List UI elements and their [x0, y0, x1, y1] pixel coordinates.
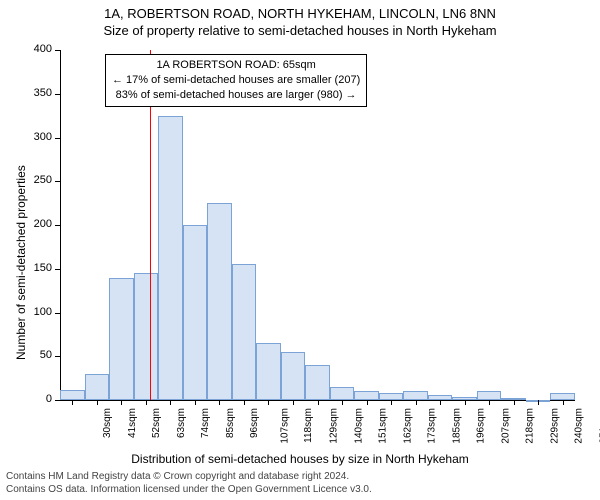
- y-tick-label: 350: [22, 87, 52, 99]
- y-tick-mark: [55, 400, 60, 401]
- x-tick-label: 173sqm: [427, 408, 438, 444]
- x-tick-mark: [465, 400, 466, 405]
- property-info-box: 1A ROBERTSON ROAD: 65sqm← 17% of semi-de…: [105, 54, 367, 107]
- histogram-bar: [379, 393, 404, 400]
- histogram-bar: [60, 390, 85, 401]
- y-axis: [60, 50, 61, 400]
- x-tick-label: 74sqm: [200, 408, 211, 438]
- y-tick-mark: [55, 138, 60, 139]
- y-tick-label: 200: [22, 218, 52, 230]
- y-tick-mark: [55, 356, 60, 357]
- x-tick-label: 185sqm: [451, 408, 462, 444]
- x-tick-mark: [563, 400, 564, 405]
- y-tick-mark: [55, 225, 60, 226]
- y-tick-label: 400: [22, 43, 52, 55]
- y-tick-mark: [55, 181, 60, 182]
- x-tick-mark: [367, 400, 368, 405]
- x-tick-mark: [72, 400, 73, 405]
- x-tick-mark: [268, 400, 269, 405]
- histogram-bar: [330, 387, 355, 400]
- x-tick-label: 218sqm: [525, 408, 536, 444]
- footer-line1: Contains HM Land Registry data © Crown c…: [6, 471, 372, 484]
- x-tick-mark: [391, 400, 392, 405]
- x-tick-label: 140sqm: [353, 408, 364, 444]
- x-tick-label: 229sqm: [549, 408, 560, 444]
- histogram-bar: [256, 343, 281, 400]
- x-tick-label: 41sqm: [127, 408, 138, 438]
- info-line3: 83% of semi-detached houses are larger (…: [112, 88, 360, 103]
- chart-title-line2: Size of property relative to semi-detach…: [0, 21, 600, 38]
- histogram-bar: [183, 225, 208, 400]
- x-tick-mark: [244, 400, 245, 405]
- x-tick-label: 96sqm: [249, 408, 260, 438]
- y-tick-mark: [55, 94, 60, 95]
- x-tick-mark: [293, 400, 294, 405]
- x-tick-label: 240sqm: [574, 408, 585, 444]
- info-line1: 1A ROBERTSON ROAD: 65sqm: [112, 58, 360, 73]
- x-tick-label: 118sqm: [303, 408, 314, 443]
- x-tick-label: 151sqm: [378, 408, 389, 444]
- x-tick-label: 196sqm: [476, 408, 487, 444]
- histogram-bar: [109, 278, 134, 401]
- x-tick-mark: [146, 400, 147, 405]
- x-tick-label: 207sqm: [500, 408, 511, 444]
- info-line2: ← 17% of semi-detached houses are smalle…: [112, 73, 360, 88]
- x-tick-mark: [195, 400, 196, 405]
- x-tick-label: 85sqm: [225, 408, 236, 438]
- y-tick-label: 250: [22, 174, 52, 186]
- histogram-bar: [477, 391, 502, 400]
- chart-container: 1A, ROBERTSON ROAD, NORTH HYKEHAM, LINCO…: [0, 0, 600, 500]
- x-axis-label: Distribution of semi-detached houses by …: [0, 452, 600, 466]
- footer-line2: Contains OS data. Information licensed u…: [6, 484, 372, 497]
- x-tick-mark: [318, 400, 319, 405]
- y-tick-label: 300: [22, 131, 52, 143]
- histogram-bar: [281, 352, 306, 400]
- x-tick-mark: [538, 400, 539, 405]
- histogram-bar: [207, 203, 232, 400]
- histogram-bar: [305, 365, 330, 400]
- histogram-bar: [403, 391, 428, 400]
- y-tick-mark: [55, 269, 60, 270]
- plot-area: 05010015020025030035040030sqm41sqm52sqm6…: [60, 50, 575, 400]
- x-tick-mark: [489, 400, 490, 405]
- y-tick-mark: [55, 50, 60, 51]
- x-tick-label: 63sqm: [176, 408, 187, 438]
- x-tick-mark: [416, 400, 417, 405]
- histogram-bar: [85, 374, 110, 400]
- y-tick-label: 100: [22, 306, 52, 318]
- histogram-bar: [158, 116, 183, 400]
- y-tick-label: 0: [22, 393, 52, 405]
- x-tick-mark: [97, 400, 98, 405]
- histogram-bar: [354, 391, 379, 400]
- x-tick-label: 107sqm: [280, 408, 291, 444]
- y-tick-mark: [55, 313, 60, 314]
- x-tick-label: 52sqm: [151, 408, 162, 438]
- x-tick-label: 162sqm: [402, 408, 413, 444]
- x-tick-label: 30sqm: [102, 408, 113, 438]
- histogram-bar: [134, 273, 159, 400]
- y-tick-label: 150: [22, 262, 52, 274]
- histogram-bar: [232, 264, 257, 400]
- x-tick-mark: [170, 400, 171, 405]
- y-tick-label: 50: [22, 349, 52, 361]
- chart-title-line1: 1A, ROBERTSON ROAD, NORTH HYKEHAM, LINCO…: [0, 0, 600, 21]
- x-tick-label: 129sqm: [329, 408, 340, 444]
- histogram-bar: [550, 393, 575, 400]
- x-tick-mark: [514, 400, 515, 405]
- x-tick-mark: [440, 400, 441, 405]
- x-tick-mark: [342, 400, 343, 405]
- footer-attribution: Contains HM Land Registry data © Crown c…: [6, 471, 372, 496]
- x-tick-mark: [121, 400, 122, 405]
- x-tick-mark: [219, 400, 220, 405]
